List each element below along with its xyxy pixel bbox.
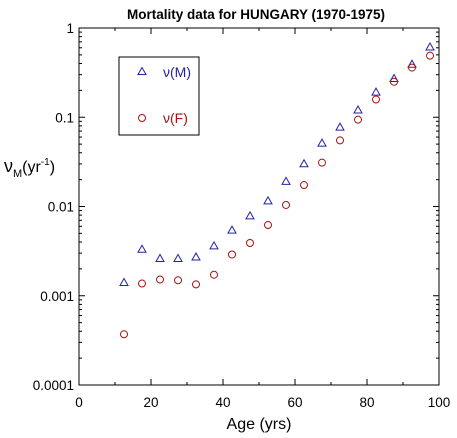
y-tick-label: 0.0001: [33, 378, 74, 393]
point-female: [300, 181, 308, 190]
x-tick-label: 60: [287, 395, 302, 410]
y-axis-label-symbol: ν: [4, 156, 13, 176]
legend: ν(M) ν(F): [118, 56, 200, 136]
legend-marker-male: [137, 66, 147, 75]
point-female: [408, 63, 416, 72]
legend-label-male: ν(M): [163, 64, 191, 80]
point-male: [407, 59, 417, 68]
point-female: [354, 115, 362, 124]
y-tick-label: 0.001: [40, 289, 74, 304]
legend-marker-female: [138, 114, 146, 122]
point-female: [138, 279, 146, 288]
data-points: [119, 41, 435, 339]
x-axis: 0 20 40 60 80 100: [75, 28, 450, 410]
point-male: [317, 138, 327, 147]
point-male: [263, 195, 273, 205]
y-axis: 0.0001 0.001 0.01 0.1 1: [33, 21, 439, 393]
point-male: [389, 73, 399, 83]
point-male: [245, 210, 255, 220]
x-tick-label: 40: [215, 395, 230, 410]
legend-label-female: ν(F): [163, 110, 188, 126]
point-female: [192, 280, 200, 289]
y-tick-label: 1: [66, 21, 74, 36]
point-female: [210, 270, 218, 279]
point-female: [426, 51, 434, 60]
chart-title: Mortality data for HUNGARY (1970-1975): [127, 7, 385, 22]
x-tick-label: 20: [143, 395, 158, 410]
point-female: [120, 330, 128, 339]
legend-box: [118, 56, 200, 136]
y-axis-label-exponent: -1: [41, 157, 50, 168]
x-axis-label: Age (yrs): [227, 416, 292, 433]
point-male: [281, 176, 291, 185]
point-male: [155, 253, 165, 263]
point-male: [191, 252, 201, 261]
point-male: [227, 225, 237, 234]
point-female: [318, 158, 326, 167]
point-male: [173, 253, 183, 263]
point-female: [264, 221, 272, 230]
point-female: [372, 95, 380, 104]
point-female: [228, 250, 236, 259]
point-male: [137, 244, 147, 253]
point-male: [209, 240, 219, 250]
y-tick-label: 0.1: [55, 110, 74, 125]
point-female: [390, 77, 398, 86]
point-male: [299, 158, 309, 168]
x-tick-label: 0: [75, 395, 83, 410]
point-female: [246, 238, 254, 247]
point-male: [371, 87, 381, 96]
x-tick-label: 80: [359, 395, 374, 410]
y-axis-label-unit-close: ): [50, 159, 55, 176]
point-male: [335, 122, 345, 131]
point-male: [425, 41, 435, 51]
y-axis-label: νM(yr-1): [4, 156, 55, 180]
point-female: [282, 200, 290, 209]
point-female: [336, 136, 344, 145]
y-tick-label: 0.01: [48, 200, 74, 215]
y-axis-label-unit-open: (yr: [22, 159, 41, 176]
point-male: [353, 104, 363, 114]
y-axis-label-subscript: M: [13, 168, 22, 180]
x-tick-label: 100: [428, 395, 451, 410]
point-male: [119, 277, 129, 287]
point-female: [156, 275, 164, 284]
point-female: [174, 276, 182, 285]
